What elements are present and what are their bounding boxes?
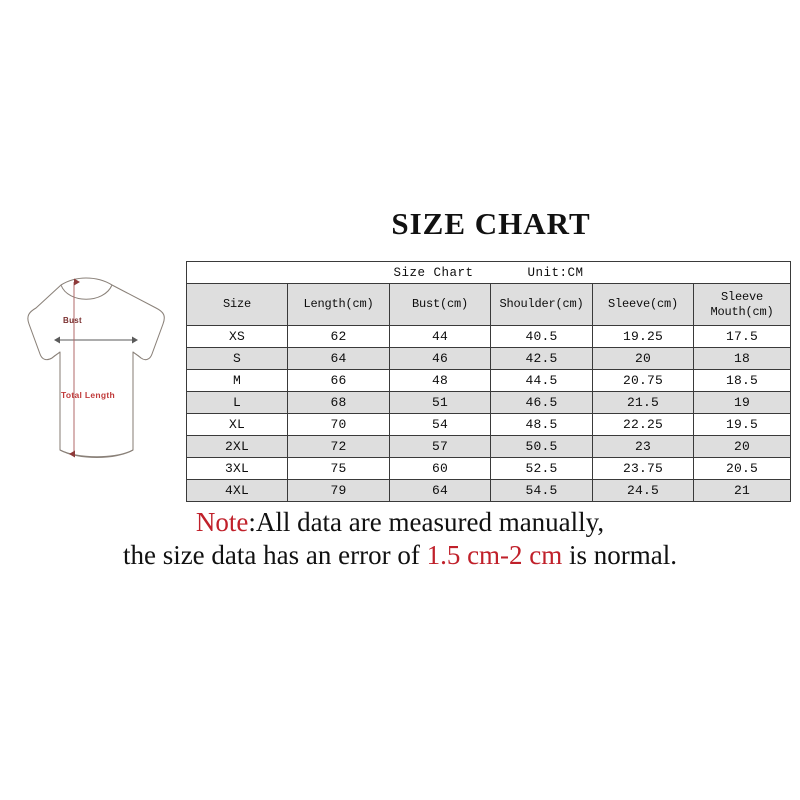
cell-sleeve: 23 — [592, 435, 694, 458]
tshirt-left-sleeve-seam — [51, 351, 61, 359]
cell-size: 3XL — [186, 457, 288, 480]
cell-sleeve: 22.25 — [592, 413, 694, 436]
cell-bust: 48 — [389, 369, 491, 392]
table-row: 4XL 79 64 54.5 24.5 21 — [186, 479, 792, 502]
tshirt-diagram — [6, 268, 186, 478]
cell-sleeve-mouth: 19 — [692, 391, 792, 414]
total-length-label: Total Length — [61, 390, 115, 400]
cell-size: M — [186, 369, 288, 392]
cell-sleeve: 23.75 — [592, 457, 694, 480]
table-row: S 64 46 42.5 20 18 — [186, 347, 792, 370]
cell-sleeve: 19.25 — [592, 325, 694, 348]
cell-sleeve-mouth: 17.5 — [692, 325, 792, 348]
cell-shoulder: 42.5 — [490, 347, 593, 370]
cell-sleeve-mouth: 18 — [692, 347, 792, 370]
cell-bust: 51 — [389, 391, 491, 414]
cell-shoulder: 44.5 — [490, 369, 593, 392]
cell-size: XL — [186, 413, 288, 436]
cell-size: 2XL — [186, 435, 288, 458]
cell-length: 72 — [287, 435, 390, 458]
page-title: SIZE CHART — [391, 206, 591, 241]
cell-sleeve-mouth: 21 — [692, 479, 792, 502]
cell-sleeve: 21.5 — [592, 391, 694, 414]
size-table: Size Chart Unit:CM Size Length(cm) Bust(… — [185, 261, 792, 502]
table-row: 3XL 75 60 52.5 23.75 20.5 — [186, 457, 792, 480]
cell-bust: 57 — [389, 435, 491, 458]
table-banner-row: Size Chart Unit:CM — [185, 261, 792, 284]
cell-length: 66 — [287, 369, 390, 392]
cell-length: 75 — [287, 457, 390, 480]
size-table-head: Size Chart Unit:CM Size Length(cm) Bust(… — [185, 261, 792, 326]
cell-size: XS — [186, 325, 288, 348]
column-header-size: Size — [186, 283, 288, 326]
tshirt-right-sleeve-seam — [132, 351, 142, 359]
cell-bust: 54 — [389, 413, 491, 436]
table-row: M 66 48 44.5 20.75 18.5 — [186, 369, 792, 392]
note-label: Note — [195, 507, 249, 537]
cell-bust: 60 — [389, 457, 491, 480]
banner-title: Size Chart — [393, 265, 474, 280]
cell-sleeve: 20 — [592, 347, 694, 370]
table-banner-cell: Size Chart Unit:CM — [185, 261, 792, 284]
cell-sleeve-mouth: 19.5 — [692, 413, 792, 436]
cell-size: L — [186, 391, 288, 414]
table-row: L 68 51 46.5 21.5 19 — [186, 391, 792, 414]
cell-size: 4XL — [186, 479, 288, 502]
table-row: XS 62 44 40.5 19.25 17.5 — [186, 325, 792, 348]
cell-shoulder: 40.5 — [490, 325, 593, 348]
note-tolerance-value: 1.5 cm-2 cm — [426, 540, 563, 570]
cell-shoulder: 50.5 — [490, 435, 593, 458]
cell-sleeve-mouth: 18.5 — [692, 369, 792, 392]
tshirt-outline-icon — [27, 277, 165, 458]
cell-sleeve-mouth: 20.5 — [692, 457, 792, 480]
note-line-2: the size data has an error of 1.5 cm-2 c… — [0, 539, 800, 572]
cell-length: 62 — [287, 325, 390, 348]
cell-shoulder: 48.5 — [490, 413, 593, 436]
cell-bust: 64 — [389, 479, 491, 502]
tshirt-body-path — [27, 277, 165, 458]
banner-unit: Unit:CM — [527, 265, 584, 280]
table-row: XL 70 54 48.5 22.25 19.5 — [186, 413, 792, 436]
cell-sleeve: 20.75 — [592, 369, 694, 392]
column-header-sleeve-mouth-line2: Mouth(cm) — [710, 304, 774, 319]
size-table-body: XS 62 44 40.5 19.25 17.5 S 64 46 42.5 20… — [186, 325, 792, 502]
cell-length: 64 — [287, 347, 390, 370]
size-table-container: Size Chart Unit:CM Size Length(cm) Bust(… — [185, 261, 792, 502]
cell-shoulder: 46.5 — [490, 391, 593, 414]
cell-size: S — [186, 347, 288, 370]
cell-sleeve: 24.5 — [592, 479, 694, 502]
note-line-2-before: the size data has an error of — [122, 540, 427, 570]
column-header-bust: Bust(cm) — [389, 283, 491, 326]
note-block: Note:All data are measured manually, the… — [0, 506, 800, 572]
table-header-row: Size Length(cm) Bust(cm) Shoulder(cm) Sl… — [186, 283, 792, 326]
cell-bust: 44 — [389, 325, 491, 348]
column-header-shoulder: Shoulder(cm) — [490, 283, 593, 326]
bust-label: Bust — [63, 316, 82, 325]
note-line-2-after: is normal. — [562, 540, 678, 570]
cell-length: 79 — [287, 479, 390, 502]
column-header-sleeve-mouth-line1: Sleeve — [721, 289, 764, 304]
column-header-sleeve: Sleeve(cm) — [592, 283, 694, 326]
cell-shoulder: 54.5 — [490, 479, 593, 502]
note-line-1-text: :All data are measured manually, — [248, 507, 605, 537]
table-row: 2XL 72 57 50.5 23 20 — [186, 435, 792, 458]
column-header-sleeve-mouth: Sleeve Mouth(cm) — [692, 283, 792, 326]
cell-sleeve-mouth: 20 — [692, 435, 792, 458]
cell-bust: 46 — [389, 347, 491, 370]
cell-length: 70 — [287, 413, 390, 436]
cell-length: 68 — [287, 391, 390, 414]
cell-shoulder: 52.5 — [490, 457, 593, 480]
note-line-1: Note:All data are measured manually, — [0, 506, 800, 539]
tshirt-hem-path — [59, 449, 134, 458]
column-header-length: Length(cm) — [287, 283, 390, 326]
